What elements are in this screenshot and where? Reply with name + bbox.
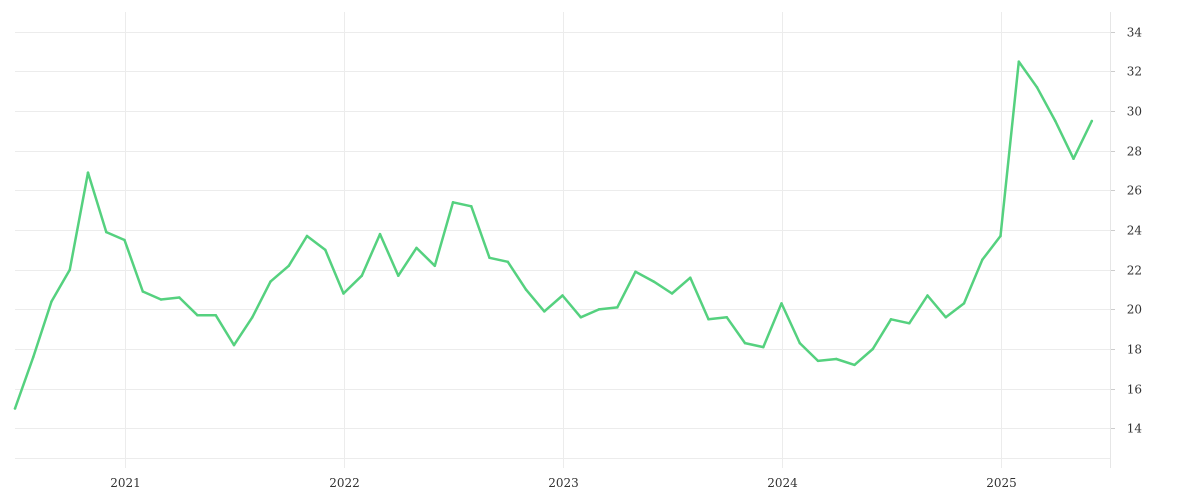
data-point [13,407,17,410]
data-point [433,264,437,268]
data-point [1054,119,1057,123]
data-point [835,357,838,361]
y-tick-labels: 14 16 18 20 22 24 26 28 30 32 34 [1127,26,1143,436]
data-point [1090,119,1094,123]
data-point [1072,157,1075,160]
data-point [360,274,364,277]
data-point [1035,86,1039,89]
y-tick-label: 14 [1127,422,1143,436]
data-point [159,298,163,301]
data-point [926,294,929,297]
data-point [214,314,218,317]
data-point [780,302,783,305]
data-point [816,359,820,363]
data-point [962,302,966,305]
data-point [999,234,1002,238]
data-point [543,310,546,313]
x-tick-label: 2023 [548,476,579,490]
x-tick-labels: 2021 2022 2023 2024 2025 [110,476,1017,490]
series-group [13,60,1094,410]
data-point [378,232,382,236]
y-tick-label: 30 [1127,105,1142,119]
y-tick-label: 18 [1127,343,1142,357]
data-point [707,318,710,321]
data-point [524,288,528,291]
data-point [287,264,291,268]
data-point [397,274,400,277]
data-point [689,276,692,279]
y-tick-label: 16 [1127,383,1142,397]
x-tick-label: 2025 [986,476,1017,490]
data-point [908,322,911,325]
data-point [616,306,619,309]
data-point [798,341,802,345]
data-point [50,300,53,303]
data-point [597,308,601,311]
data-point [1017,60,1021,63]
data-point [305,234,309,238]
data-point [488,256,491,260]
data-point [68,268,72,271]
y-gridlines [15,32,1115,459]
data-point [123,238,126,242]
y-tick-label: 32 [1127,65,1142,79]
data-point [579,316,583,319]
data-point [232,343,236,347]
data-point [196,314,199,317]
x-tick-label: 2022 [329,476,360,490]
data-point [871,347,875,351]
data-point [251,316,254,319]
data-point [944,316,948,319]
data-point [324,248,327,252]
data-point [342,292,345,295]
data-point [743,341,747,345]
data-point [670,292,674,295]
data-point [981,258,984,262]
data-point [86,171,90,174]
data-point [762,345,765,349]
data-point [451,201,455,204]
y-tick-label: 26 [1127,184,1142,198]
series-line [13,60,1094,410]
data-point [652,280,656,283]
y-tick-label: 22 [1127,264,1142,278]
data-point [470,205,473,208]
data-point [415,246,418,250]
x-tick-label: 2021 [110,476,141,490]
data-point [853,363,856,367]
data-point [105,230,108,234]
data-point [725,316,729,319]
data-point [141,290,145,293]
data-point [561,294,564,297]
data-point [178,296,181,299]
data-point [269,280,272,283]
x-tick-label: 2024 [767,476,798,490]
y-tick-label: 24 [1127,224,1143,238]
x-gridlines [125,12,1002,468]
y-tick-label: 20 [1127,303,1142,317]
data-point [634,270,637,273]
data-point [889,318,893,321]
y-tick-label: 28 [1127,145,1142,159]
y-tick-label: 34 [1127,26,1143,40]
data-point [32,355,35,359]
data-point [506,260,510,264]
